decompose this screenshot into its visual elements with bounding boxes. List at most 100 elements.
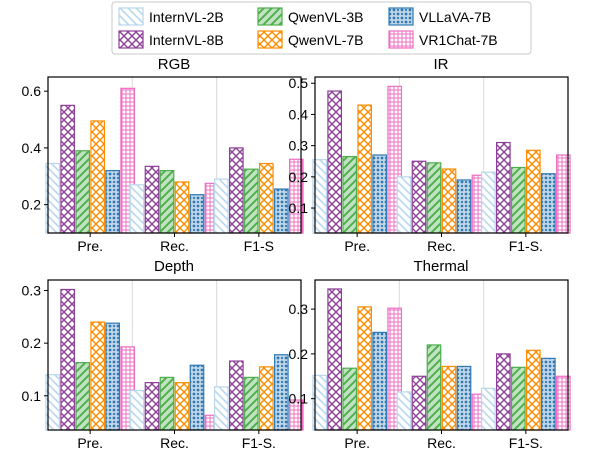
legend-item-vr1chat-7b: VR1Chat-7B — [388, 30, 498, 49]
y-tick-label-depth: 0.1 — [22, 388, 42, 404]
plot-frame-depth — [47, 279, 302, 431]
bar-thermal-rec-vllava-7b — [456, 365, 472, 431]
bar-rgb-f1-s-qwenvl-7b — [258, 162, 274, 234]
bar-depth-f1-s-internvl-8b — [228, 360, 244, 431]
bar-ir-f1-s-internvl-8b — [495, 141, 511, 234]
bar-depth-f1-s-vllava-7b — [273, 354, 289, 431]
legend-swatch-qwenvl-3b — [257, 7, 283, 26]
bar-depth-rec-qwenvl-3b — [159, 376, 175, 431]
bar-ir-pre-qwenvl-7b — [357, 104, 373, 234]
legend-swatch-qwenvl-7b — [257, 30, 283, 49]
y-tick-label-thermal: 0.2 — [289, 346, 309, 362]
x-tick-label-ir-pre: Pre. — [344, 238, 370, 254]
bar-thermal-rec-qwenvl-7b — [441, 365, 457, 431]
legend-label-internvl-8b: InternVL-8B — [149, 32, 224, 48]
panel-title-depth: Depth — [154, 258, 194, 275]
y-tick-label-ir: 0.5 — [289, 75, 309, 91]
x-tick-label-depth-f1-s: F1-S. — [242, 435, 276, 449]
bar-depth-pre-qwenvl-3b — [75, 362, 91, 431]
bar-thermal-f1-s-qwenvl-7b — [525, 349, 541, 431]
panel-plot-thermal: Pre. Rec. F1-S. 0.1 0.2 0.3 — [289, 279, 571, 449]
plot-frame-rgb — [47, 76, 302, 234]
bar-depth-f1-s-internvl-2b — [213, 386, 229, 431]
legend-item-internvl-2b: InternVL-2B — [118, 7, 224, 26]
bar-rgb-f1-s-vllava-7b — [273, 188, 289, 234]
plot-frame-thermal — [314, 279, 569, 431]
y-tick-label-ir: 0.3 — [289, 138, 309, 154]
x-tick-label-rgb-rec: Rec. — [160, 238, 189, 254]
bar-depth-f1-s-qwenvl-3b — [243, 376, 259, 431]
panel-plot-rgb: Pre. Rec. F1-S 0.2 0.4 0.6 — [22, 76, 304, 254]
x-tick-label-thermal-rec: Rec. — [427, 435, 456, 449]
panel-ir: IR Pre. Rec. F1-S. 0.1 0.2 0.3 0.4 0.5 — [289, 56, 571, 254]
panel-depth: Depth Pre. Rec. F1-S. 0.1 0.2 0.3 — [22, 258, 304, 449]
bar-ir-pre-qwenvl-3b — [342, 155, 358, 234]
legend-label-vllava-7b: VLLaVA-7B — [419, 9, 491, 25]
panel-rgb: RGB Pre. Rec. F1-S 0.2 0.4 0.6 — [22, 56, 304, 254]
bar-thermal-f1-s-qwenvl-3b — [510, 366, 526, 431]
legend-item-vllava-7b: VLLaVA-7B — [388, 7, 491, 26]
bar-depth-rec-qwenvl-7b — [174, 382, 190, 431]
bar-rgb-pre-qwenvl-3b — [75, 150, 91, 234]
y-tick-label-rgb: 0.6 — [22, 83, 42, 99]
panel-title-ir: IR — [434, 56, 449, 73]
y-tick-label-thermal: 0.1 — [289, 391, 309, 407]
panel-title-rgb: RGB — [158, 56, 191, 73]
legend-swatch-vllava-7b — [388, 7, 414, 26]
panel-title-thermal: Thermal — [413, 258, 468, 275]
y-tick-label-rgb: 0.2 — [22, 197, 42, 213]
panel-plot-depth: Pre. Rec. F1-S. 0.1 0.2 0.3 — [22, 279, 304, 449]
bar-ir-rec-qwenvl-3b — [426, 162, 442, 234]
panel-thermal: Thermal Pre. Rec. F1-S. 0.1 0.2 0.3 — [289, 258, 571, 449]
bar-ir-rec-internvl-2b — [396, 176, 412, 234]
bar-ir-f1-s-qwenvl-7b — [525, 149, 541, 234]
y-tick-label-ir: 0.4 — [289, 106, 309, 122]
bar-ir-f1-s-vllava-7b — [540, 173, 556, 234]
x-tick-label-ir-rec: Rec. — [427, 238, 456, 254]
bar-thermal-f1-s-internvl-8b — [495, 353, 511, 431]
bar-thermal-pre-internvl-8b — [327, 288, 343, 431]
bar-depth-pre-internvl-8b — [60, 288, 76, 431]
bar-ir-f1-s-internvl-2b — [480, 171, 496, 234]
bar-rgb-rec-qwenvl-3b — [159, 170, 175, 234]
bar-depth-pre-vllava-7b — [105, 322, 121, 431]
x-tick-label-rgb-pre: Pre. — [77, 238, 103, 254]
bar-thermal-pre-qwenvl-3b — [342, 367, 358, 431]
bar-ir-pre-vllava-7b — [372, 154, 388, 234]
bar-rgb-rec-qwenvl-7b — [174, 181, 190, 234]
y-tick-label-depth: 0.3 — [22, 283, 42, 299]
bar-rgb-f1-s-internvl-8b — [228, 147, 244, 234]
y-tick-label-ir: 0.2 — [289, 169, 309, 185]
bar-depth-rec-internvl-2b — [129, 389, 145, 431]
bar-depth-rec-internvl-8b — [144, 382, 160, 431]
legend-label-qwenvl-7b: QwenVL-7B — [288, 32, 363, 48]
bar-depth-rec-vllava-7b — [189, 364, 205, 431]
bar-thermal-pre-qwenvl-7b — [357, 306, 373, 431]
legend-frame — [111, 1, 532, 55]
x-tick-label-thermal-pre: Pre. — [344, 435, 370, 449]
bar-rgb-f1-s-internvl-2b — [213, 178, 229, 234]
bar-thermal-rec-internvl-2b — [396, 391, 412, 431]
x-tick-label-depth-rec: Rec. — [160, 435, 189, 449]
bar-ir-rec-qwenvl-7b — [441, 168, 457, 234]
y-tick-label-ir: 0.1 — [289, 200, 309, 216]
x-tick-label-thermal-f1-s: F1-S. — [509, 435, 543, 449]
bar-thermal-rec-internvl-8b — [411, 375, 427, 431]
bar-depth-pre-qwenvl-7b — [90, 321, 106, 431]
bar-depth-f1-s-qwenvl-7b — [258, 366, 274, 431]
legend-item-qwenvl-3b: QwenVL-3B — [257, 7, 363, 26]
x-tick-label-ir-f1-s: F1-S. — [509, 238, 543, 254]
bar-ir-f1-s-qwenvl-3b — [510, 166, 526, 234]
x-tick-label-rgb-f1-s: F1-S — [244, 238, 274, 254]
bar-rgb-rec-vllava-7b — [189, 194, 205, 234]
legend-item-qwenvl-7b: QwenVL-7B — [257, 30, 363, 49]
bar-rgb-pre-vllava-7b — [105, 170, 121, 234]
bar-thermal-rec-qwenvl-3b — [426, 344, 442, 431]
legend-label-vr1chat-7b: VR1Chat-7B — [419, 32, 498, 48]
bar-rgb-pre-internvl-8b — [60, 104, 76, 234]
bar-ir-rec-internvl-8b — [411, 160, 427, 234]
bar-rgb-rec-internvl-8b — [144, 165, 160, 234]
bar-thermal-f1-s-vllava-7b — [540, 357, 556, 431]
legend-item-internvl-8b: InternVL-8B — [118, 30, 224, 49]
y-tick-label-rgb: 0.4 — [22, 140, 42, 156]
